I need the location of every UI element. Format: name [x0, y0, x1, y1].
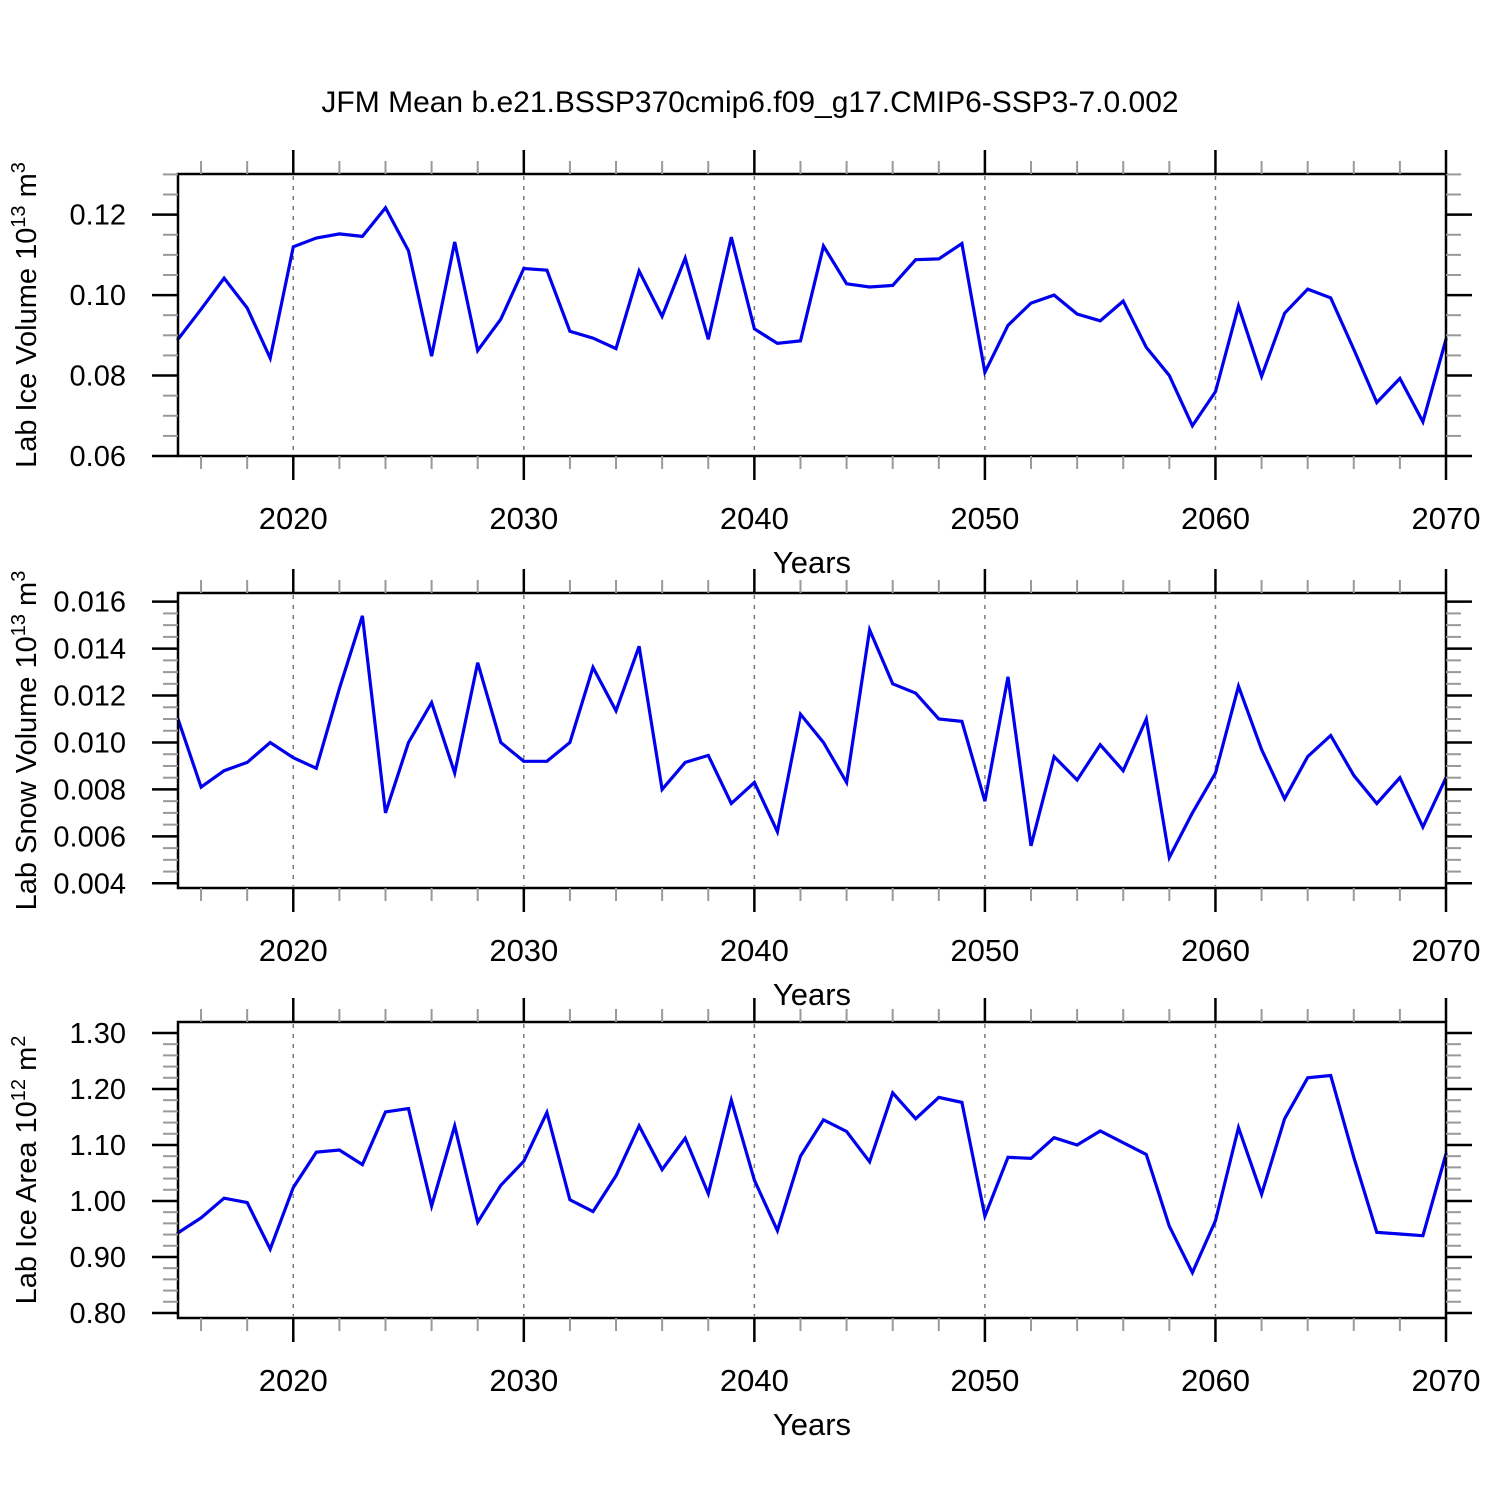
x-tick-label: 2050 [950, 933, 1019, 968]
axis-box [176, 591, 1448, 890]
x-tick-label: 2060 [1181, 1363, 1250, 1398]
x-tick-label: 2050 [950, 501, 1019, 536]
y-axis-title: Lab Ice Volume 1013​ m3​ [8, 162, 43, 468]
y-tick-label: 1.20 [70, 1074, 126, 1106]
y-tick-label: 0.08 [70, 361, 126, 393]
x-tick-label: 2060 [1181, 501, 1250, 536]
y-tick-label: 0.014 [53, 634, 126, 666]
y-tick-label: 0.016 [53, 587, 126, 619]
y-tick-label: 0.90 [70, 1242, 126, 1274]
x-tick-label: 2030 [489, 501, 558, 536]
lab-ice-area-line [176, 1073, 1448, 1277]
lab-snow-volume-line [176, 615, 1448, 863]
panel-lab-ice-volume: 0.12 0.10 0.08 0.06 2020 2030 2040 2050 2060 2070… [8, 150, 1480, 580]
x-tick-label: 2030 [489, 933, 558, 968]
y-tick-label: 0.06 [70, 441, 126, 473]
x-tick-label: 2020 [259, 933, 328, 968]
x-tick-label: 2030 [489, 1363, 558, 1398]
x-axis-title: Years [773, 977, 851, 1012]
x-tick-label: 2020 [259, 501, 328, 536]
axis-box [176, 172, 1448, 458]
panel-lab-ice-area: 1.30 1.20 1.10 1.00 0.90 0.80 2020 2030 2040 2050… [8, 998, 1480, 1442]
x-tick-label: 2060 [1181, 933, 1250, 968]
y-axis-title: Lab Snow Volume 1013​ m3​ [8, 571, 43, 911]
x-axis-title: Years [773, 1407, 851, 1442]
lab-ice-volume-line [176, 204, 1448, 430]
axis-box [176, 1020, 1448, 1320]
y-tick-label: 1.00 [70, 1186, 126, 1218]
y-tick-label: 0.004 [53, 868, 126, 900]
y-tick-label: 0.10 [70, 280, 126, 312]
y-tick-label: 0.006 [53, 821, 126, 853]
y-tick-label: 0.012 [53, 681, 126, 713]
x-tick-label: 2040 [720, 1363, 789, 1398]
panel-lab-snow-volume: 0.016 0.014 0.012 0.010 0.008 0.006 0.004 2020 2… [8, 569, 1480, 1012]
y-tick-label: 0.010 [53, 727, 126, 759]
x-tick-label: 2070 [1412, 1363, 1481, 1398]
y-tick-label: 1.30 [70, 1018, 126, 1050]
x-axis-title: Years [773, 545, 851, 580]
panels-group: 0.12 0.10 0.08 0.06 2020 2030 2040 2050 2060 2070… [8, 150, 1480, 1442]
x-tick-label: 2040 [720, 501, 789, 536]
x-tick-label: 2050 [950, 1363, 1019, 1398]
x-tick-label: 2020 [259, 1363, 328, 1398]
y-tick-label: 0.80 [70, 1298, 126, 1330]
y-axis-title: Lab Ice Area 1012​ m2​ [8, 1036, 43, 1305]
figure-title: JFM Mean b.e21.BSSP370cmip6.f09_g17.CMIP… [321, 86, 1178, 119]
x-tick-label: 2040 [720, 933, 789, 968]
y-tick-label: 1.10 [70, 1130, 126, 1162]
y-tick-label: 0.008 [53, 774, 126, 806]
x-tick-label: 2070 [1412, 501, 1481, 536]
x-tick-label: 2070 [1412, 933, 1481, 968]
y-tick-label: 0.12 [70, 200, 126, 232]
